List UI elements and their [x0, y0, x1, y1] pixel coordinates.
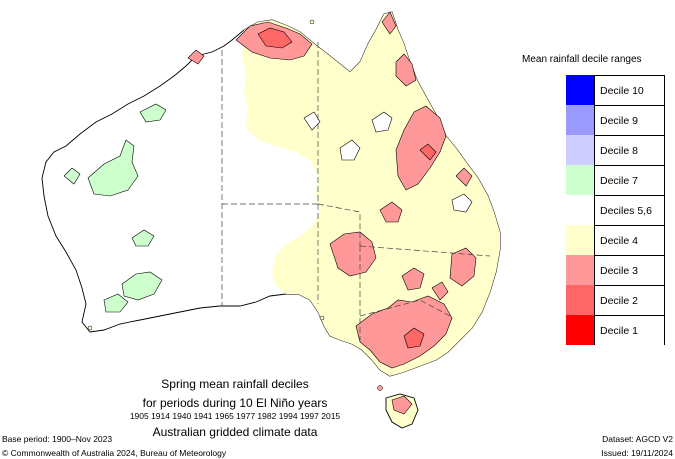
legend-swatch: [566, 195, 595, 225]
tasmania-decile-3: [391, 395, 413, 415]
legend-label: Decile 2: [600, 294, 638, 307]
white-pocket-coast: [451, 193, 473, 213]
legend-swatch: [566, 255, 595, 285]
legend-label: Decile 4: [600, 234, 638, 247]
decile-7-region-wa3: [131, 229, 155, 247]
legend-label: Deciles 5,6: [600, 204, 652, 217]
decile-7-region-wa5: [103, 293, 129, 313]
legend-swatch: [566, 165, 595, 195]
island-1: [309, 19, 315, 25]
copyright: © Commonwealth of Australia 2024, Bureau…: [2, 448, 227, 458]
island-4: [87, 325, 93, 331]
decile-3-region-cape-top: [381, 11, 397, 35]
decile-3-region-east: [449, 247, 477, 287]
decile-3-region-cape: [395, 53, 417, 87]
decile-7-region-wa4: [121, 271, 163, 301]
legend-label: Decile 7: [600, 174, 638, 187]
legend-swatch: [566, 225, 595, 255]
legend-label: Decile 10: [600, 84, 644, 97]
decile-2-region-top-end: [257, 27, 293, 49]
decile-3-region-ne-coast: [455, 167, 473, 187]
decile-3-region-kimberley: [187, 49, 205, 65]
decile-7-region-wa1: [87, 139, 139, 197]
decile-7-region-wa2: [139, 103, 167, 123]
decile-7-region-wa6: [63, 167, 81, 185]
issued-date: Issued: 19/11/2024: [601, 448, 673, 458]
el-nino-years: 1905 1914 1940 1941 1965 1977 1982 1994 …: [129, 411, 341, 421]
white-pocket-nt: [303, 111, 321, 131]
legend-swatch: [566, 75, 595, 105]
decile-2-region-vic: [403, 327, 425, 349]
decile-4-region: [242, 12, 500, 376]
state-boundaries: [221, 42, 491, 342]
decile-3-region-sa: [401, 267, 425, 291]
legend-label: Decile 3: [600, 264, 638, 277]
decile-3-region-nsw: [431, 281, 449, 301]
island-2: [377, 385, 383, 391]
dataset: Dataset: AGCD V2: [602, 434, 673, 444]
legend-swatch: [566, 105, 595, 135]
legend-swatch: [566, 285, 595, 315]
base-period: Base period: 1900–Nov 2023: [2, 434, 113, 444]
decile-3-region-se: [355, 295, 453, 369]
australia-rainfall-map: [41, 11, 501, 429]
decile-3-region-mid: [379, 201, 403, 223]
map-title: Spring mean rainfall deciles: [161, 377, 309, 391]
legend-swatch: [566, 315, 595, 345]
legend-title: Mean rainfall decile ranges: [522, 54, 642, 65]
decile-3-region-central: [329, 231, 377, 277]
map-subtitle: for periods during 10 El Niño years: [142, 396, 328, 410]
decile-3-region-qld: [395, 105, 447, 191]
legend-label: Decile 8: [600, 144, 638, 157]
legend-swatch: [566, 135, 595, 165]
white-pocket-qld: [339, 139, 361, 161]
data-source-title: Australian gridded climate data: [152, 425, 318, 439]
legend-label: Decile 1: [600, 324, 638, 337]
legend: Decile 10 Decile 9 Decile 8 Decile 7 Deciles…: [566, 75, 665, 345]
white-pocket-ne: [371, 111, 393, 133]
legend-label: Decile 9: [600, 114, 638, 127]
decile-2-region-qld: [419, 143, 437, 161]
island-3: [319, 315, 325, 321]
